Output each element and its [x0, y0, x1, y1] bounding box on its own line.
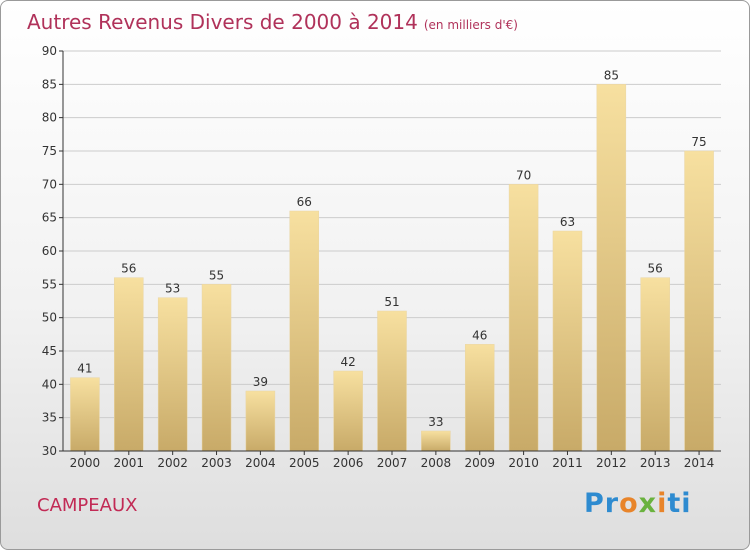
x-tick-label: 2003	[201, 456, 232, 470]
x-tick-label: 2000	[70, 456, 101, 470]
y-tick-label: 35	[42, 411, 57, 425]
chart-subtitle: (en milliers d'€)	[423, 18, 518, 32]
proxiti-logo: Proxiti	[584, 488, 692, 519]
x-tick-label: 2005	[289, 456, 320, 470]
bar	[114, 277, 144, 452]
bar	[157, 297, 188, 452]
bar	[245, 390, 276, 452]
x-tick-label: 2006	[333, 456, 364, 470]
chart-title: Autres Revenus Divers de 2000 à 2014 (en …	[27, 10, 518, 34]
x-tick-label: 2008	[421, 456, 452, 470]
y-tick-label: 90	[42, 44, 57, 58]
y-tick-label: 65	[42, 211, 57, 225]
x-tick-label: 2012	[596, 456, 627, 470]
y-tick-label: 85	[42, 77, 57, 91]
y-tick-label: 45	[42, 344, 57, 358]
commune-name: CAMPEAUX	[37, 495, 138, 516]
bar	[333, 370, 363, 452]
chart-title-text: Autres Revenus Divers de 2000 à 2014	[27, 10, 418, 34]
bar-value-label: 39	[253, 375, 268, 389]
bar-value-label: 53	[165, 282, 180, 296]
bar-value-label: 51	[384, 295, 399, 309]
bar-value-label: 41	[77, 362, 92, 376]
bar-value-label: 70	[516, 168, 531, 182]
y-tick-label: 55	[42, 277, 57, 291]
x-tick-label: 2009	[464, 456, 495, 470]
bar	[464, 344, 495, 452]
bars: 41 56 53 55 39 66 42 51 33 46 70 63 85 56 75	[70, 68, 714, 452]
bar-value-label: 66	[297, 195, 312, 209]
x-tick-label: 2013	[640, 456, 671, 470]
y-tick-label: 70	[42, 177, 57, 191]
bar	[684, 150, 714, 452]
x-tick-label: 2004	[245, 456, 276, 470]
y-tick-label: 75	[42, 144, 57, 158]
x-tick-label: 2011	[552, 456, 583, 470]
bar-value-label: 75	[691, 135, 706, 149]
x-tick-label: 2002	[157, 456, 188, 470]
y-tick-label: 60	[42, 244, 57, 258]
y-tick-label: 80	[42, 111, 57, 125]
bar	[377, 310, 407, 452]
bar	[552, 230, 583, 452]
x-tick-label: 2010	[508, 456, 539, 470]
bar-value-label: 42	[340, 355, 355, 369]
bar	[289, 210, 320, 452]
x-tick-label: 2007	[377, 456, 408, 470]
bar	[640, 277, 670, 452]
bar-value-label: 33	[428, 415, 443, 429]
y-tick-label: 40	[42, 377, 57, 391]
y-tick-label: 50	[42, 311, 57, 325]
bar-value-label: 85	[604, 68, 619, 82]
bar-value-label: 63	[560, 215, 575, 229]
bar	[421, 430, 451, 452]
y-tick-label: 30	[42, 444, 57, 458]
x-tick-label: 2001	[114, 456, 145, 470]
bar-value-label: 56	[121, 262, 136, 276]
bar-value-label: 46	[472, 328, 487, 342]
bar	[201, 284, 232, 452]
bar-value-label: 55	[209, 268, 224, 282]
x-tick-label: 2014	[684, 456, 715, 470]
axes: 30 35 40 45 50 55 60 65 70 75 80 85 90 2000 2001 2002 20…	[42, 44, 721, 470]
bar	[70, 377, 100, 452]
bar	[508, 184, 539, 452]
bar-value-label: 56	[648, 262, 663, 276]
bar	[596, 84, 627, 452]
